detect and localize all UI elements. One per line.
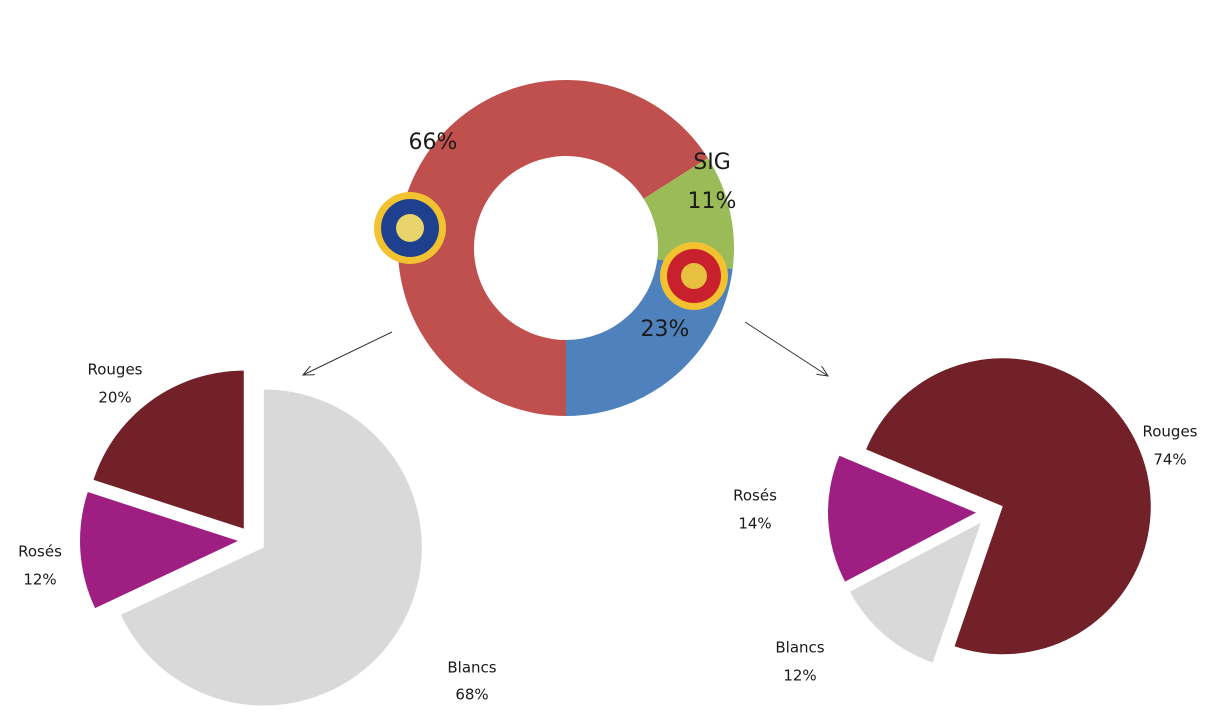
pie-slice bbox=[93, 370, 244, 529]
value-label: 12% bbox=[783, 667, 816, 685]
category-label: SIG bbox=[693, 150, 731, 175]
pie-slice bbox=[849, 522, 981, 663]
pie-slice bbox=[828, 455, 977, 582]
arrow bbox=[744, 321, 828, 376]
value-label: 11% bbox=[688, 189, 737, 214]
igp-emblem bbox=[374, 192, 446, 264]
category-label: Rouges bbox=[88, 361, 143, 379]
donut-slice bbox=[398, 80, 708, 416]
value-label: 74% bbox=[1153, 451, 1186, 469]
aop-emblem bbox=[660, 242, 728, 310]
pie-slice bbox=[80, 492, 239, 609]
category-label: Blancs bbox=[447, 659, 496, 677]
category-label: Rosés bbox=[733, 487, 777, 505]
pie-slice bbox=[120, 389, 422, 706]
value-label: 23% bbox=[641, 317, 690, 342]
value-label: 20% bbox=[98, 389, 131, 407]
pie-slice bbox=[866, 358, 1151, 655]
arrow bbox=[303, 331, 393, 375]
value-label: 68% bbox=[455, 686, 488, 704]
value-label: 66% bbox=[409, 130, 458, 155]
category-label: Rouges bbox=[1143, 423, 1198, 441]
category-label: Blancs bbox=[775, 639, 824, 657]
value-label: 14% bbox=[738, 515, 771, 533]
category-label: Rosés bbox=[18, 543, 62, 561]
value-label: 12% bbox=[23, 571, 56, 589]
marks bbox=[80, 80, 1151, 706]
donut-slice bbox=[643, 157, 735, 270]
